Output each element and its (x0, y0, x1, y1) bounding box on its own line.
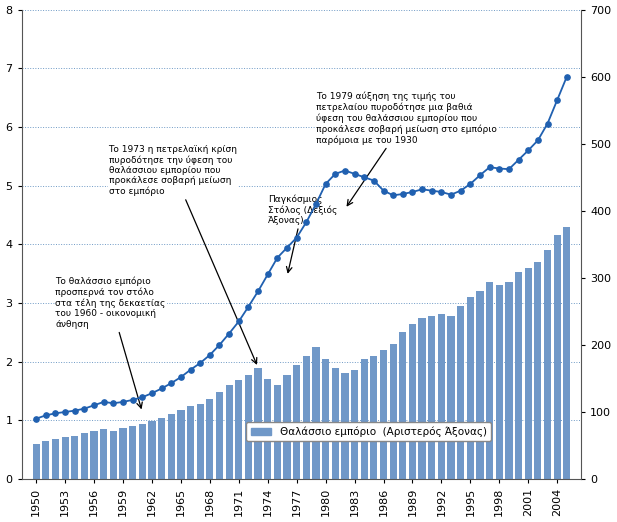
Bar (148, 421, 155, 479)
Bar (226, 385, 233, 479)
Bar (33, 444, 40, 479)
Bar (370, 356, 378, 479)
Bar (52, 439, 59, 479)
Bar (283, 375, 291, 479)
Bar (428, 316, 436, 479)
Bar (168, 414, 175, 479)
Bar (42, 441, 49, 479)
Bar (206, 399, 213, 479)
Bar (216, 392, 223, 479)
Bar (139, 424, 146, 479)
Text: Το θαλάσσιο εμπόριο
προσπερνά τον στόλο
στα τέλη της δεκαετίας
του 1960 - οικονο: Το θαλάσσιο εμπόριο προσπερνά τον στόλο … (56, 277, 166, 408)
Bar (524, 268, 532, 479)
Text: Το 1979 αύξηση της τιμής του
πετρελαίου πυροδότησε μια βαθιά
ύφεση του θαλάσσιου: Το 1979 αύξηση της τιμής του πετρελαίου … (316, 92, 497, 206)
Bar (486, 282, 493, 479)
Bar (505, 282, 513, 479)
Bar (187, 406, 194, 479)
Bar (120, 428, 126, 479)
Bar (515, 272, 522, 479)
Bar (466, 297, 474, 479)
Bar (380, 350, 387, 479)
Bar (332, 367, 339, 479)
Bar (563, 227, 571, 479)
Bar (235, 381, 242, 479)
Bar (341, 373, 349, 479)
Bar (110, 431, 117, 479)
Text: Παγκόσμιος
Στόλος (Δεξιός
Άξονας): Παγκόσμιος Στόλος (Δεξιός Άξονας) (268, 194, 337, 272)
Bar (418, 318, 426, 479)
Bar (293, 364, 300, 479)
Bar (100, 429, 107, 479)
Bar (322, 359, 329, 479)
Bar (447, 316, 455, 479)
Bar (129, 426, 136, 479)
Bar (158, 418, 165, 479)
Bar (399, 333, 407, 479)
Bar (409, 324, 416, 479)
Bar (264, 379, 271, 479)
Bar (457, 306, 465, 479)
Bar (71, 436, 78, 479)
Bar (534, 262, 542, 479)
Bar (274, 385, 281, 479)
Text: Το 1973 η πετρελαϊκή κρίση
πυροδότησε την ύφεση του
θαλάσσιου εμπορίου που
προκά: Το 1973 η πετρελαϊκή κρίση πυροδότησε τη… (109, 145, 257, 364)
Bar (62, 437, 68, 479)
Bar (303, 356, 310, 479)
Bar (81, 433, 88, 479)
Bar (389, 344, 397, 479)
Bar (553, 235, 561, 479)
Bar (197, 404, 204, 479)
Bar (476, 291, 484, 479)
Bar (312, 347, 320, 479)
Legend: Θαλάσσιο εμπόριο  (Αριστερός Άξονας): Θαλάσσιο εμπόριο (Αριστερός Άξονας) (246, 422, 491, 441)
Bar (360, 359, 368, 479)
Bar (351, 371, 358, 479)
Bar (254, 367, 262, 479)
Bar (177, 410, 184, 479)
Bar (245, 375, 252, 479)
Bar (544, 250, 551, 479)
Bar (495, 286, 503, 479)
Bar (438, 314, 445, 479)
Bar (91, 431, 97, 479)
